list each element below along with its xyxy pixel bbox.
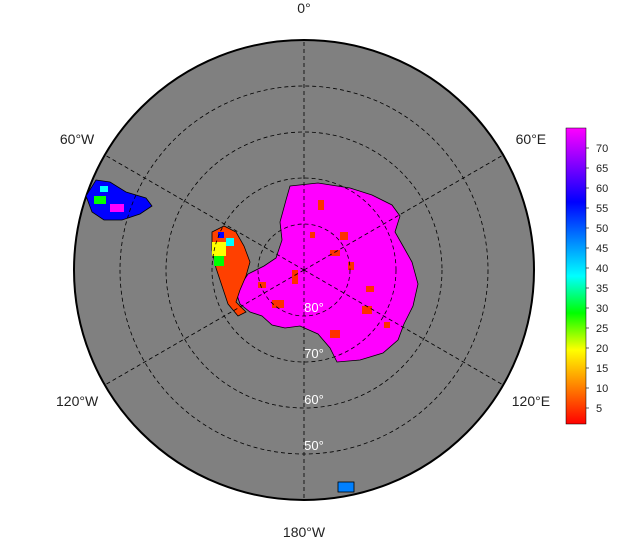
longitude-labels: 0° 60°E 120°E 180°W 120°W 60°W [56,0,550,540]
colorbar-tick-label: 40 [596,263,608,275]
longitude-label-lon-120e: 120°E [512,393,550,409]
latitude-label-lat-80: 80° [304,300,324,315]
longitude-label-lon-120w: 120°W [56,393,99,409]
colorbar-tick-label: 70 [596,143,608,155]
latitude-labels: 80° 70° 60° 50° [304,300,324,453]
colorbar-tick-label: 30 [596,303,608,315]
peninsula-band-green [214,256,224,266]
latitude-label-lat-50: 50° [304,438,324,453]
sa-band-cyan [100,186,108,192]
latitude-circle [165,131,443,409]
longitude-label-lon-0: 0° [297,0,310,16]
colorbar-ticks: 5 10 15 20 25 30 35 40 45 50 55 60 65 70 [586,143,608,415]
colorbar-tick-label: 65 [596,163,608,175]
colorbar-tick-label: 25 [596,323,608,335]
longitude-label-lon-60e: 60°E [516,131,547,147]
latitude-label-lat-70: 70° [304,346,324,361]
sa-band-magenta [110,204,124,212]
latitude-label-lat-60: 60° [304,392,324,407]
colorbar-tick-label: 20 [596,343,608,355]
latitude-circle [211,177,397,363]
island-180 [337,481,355,493]
colorbar-tick-label: 10 [596,383,608,395]
colorbar [565,127,587,425]
colorbar-tick-label: 45 [596,243,608,255]
longitude-label-lon-60w: 60°W [60,131,95,147]
meridian-line [104,269,305,386]
peninsula-band-blue [218,232,224,238]
colorbar-tick-label: 35 [596,283,608,295]
antarctica-landmass [235,182,419,363]
peninsula-band-yellow [212,242,226,256]
longitude-label-lon-180w: 180°W [283,524,326,540]
ice-sheet-patches [258,200,390,338]
meridian-line [303,269,504,386]
meridian-line [104,154,305,271]
colorbar-tick-label: 15 [596,363,608,375]
colorbar-tick-label: 50 [596,223,608,235]
sa-band-green [94,196,106,204]
colorbar-tick-label: 60 [596,183,608,195]
graticule [104,40,504,500]
colorbar-tick-label: 5 [596,403,602,415]
colorbar-tick-label: 55 [596,203,608,215]
meridian-line [303,154,504,271]
peninsula-band-cyan [226,238,234,246]
